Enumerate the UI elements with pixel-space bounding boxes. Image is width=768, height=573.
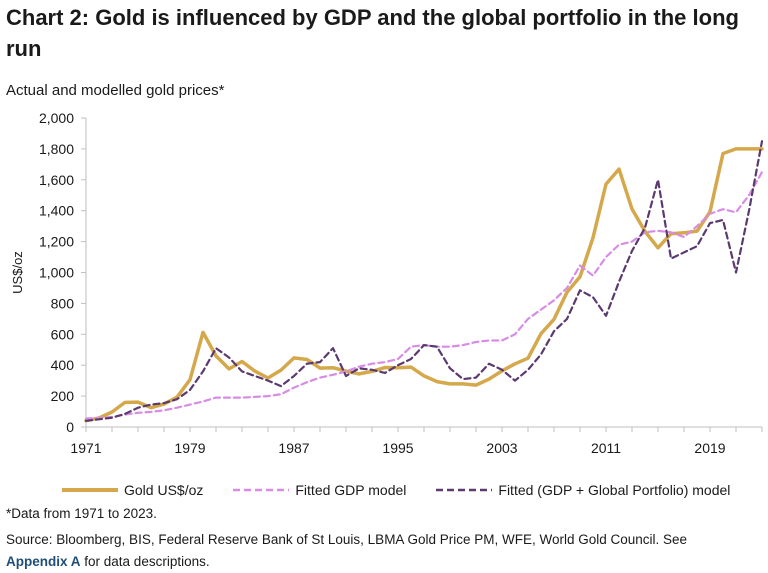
- legend-item-gdp-model: Fitted GDP model: [231, 482, 406, 498]
- series-line-portfolio-model: [84, 140, 764, 422]
- line-chart: 0 200 400 600 800 1,000 1,200 1,400 1,600 1,800 2,…: [10, 110, 764, 456]
- y-tick-label: 400: [51, 357, 75, 373]
- data-note: *Data from 1971 to 2023.: [6, 506, 157, 521]
- y-tick-label: 600: [51, 326, 75, 342]
- y-tick-label: 1,200: [39, 234, 74, 250]
- legend-item-gold: Gold US$/oz: [60, 482, 203, 498]
- appendix-link[interactable]: Appendix A: [6, 554, 81, 569]
- x-tick-label: 1987: [278, 440, 309, 456]
- page-title: Chart 2: Gold is influenced by GDP and t…: [6, 5, 739, 61]
- x-tick-label: 2003: [486, 440, 517, 456]
- chart-legend: Gold US$/oz Fitted GDP model Fitted (GDP…: [60, 482, 758, 498]
- x-tick-label: 1971: [70, 440, 101, 456]
- x-tick-label: 1979: [174, 440, 205, 456]
- source-text: Source: Bloomberg, BIS, Federal Reserve …: [6, 532, 688, 547]
- legend-swatch-gdp-model: [233, 488, 290, 492]
- source-after-text: for data descriptions.: [84, 554, 210, 569]
- y-tick-label: 1,400: [39, 203, 74, 219]
- y-tick-label: 800: [51, 295, 75, 311]
- y-tick-label: 1,800: [39, 141, 74, 157]
- legend-label-portfolio-model: Fitted (GDP + Global Portfolio) model: [498, 482, 731, 498]
- x-tick-label: 2019: [694, 440, 725, 456]
- chart-subtitle: Actual and modelled gold prices*: [6, 82, 225, 99]
- y-tick-label: 200: [51, 388, 75, 404]
- source-note: Source: Bloomberg, BIS, Federal Reserve …: [6, 529, 756, 573]
- series-line-gold: [84, 147, 764, 423]
- x-tick-label: 1995: [382, 440, 413, 456]
- legend-swatch-gold: [62, 488, 118, 492]
- legend-label-gdp-model: Fitted GDP model: [295, 482, 407, 498]
- legend-label-gold: Gold US$/oz: [124, 482, 204, 498]
- x-tick-label: 2011: [591, 440, 621, 456]
- series-lines: [84, 140, 764, 423]
- y-axis-label: US$/oz: [10, 251, 25, 294]
- y-axis: 0 200 400 600 800 1,000 1,200 1,400 1,600 1,800 2,…: [39, 110, 87, 435]
- y-tick-label: 1,000: [39, 265, 74, 281]
- legend-item-portfolio-model: Fitted (GDP + Global Portfolio) model: [434, 482, 730, 498]
- y-tick-label: 0: [66, 419, 74, 435]
- x-axis: 1971 1979 1987 1995 2003 2011 2019: [70, 426, 763, 456]
- y-tick-label: 2,000: [39, 110, 74, 126]
- y-tick-label: 1,600: [39, 172, 74, 188]
- legend-swatch-portfolio-model: [436, 488, 493, 492]
